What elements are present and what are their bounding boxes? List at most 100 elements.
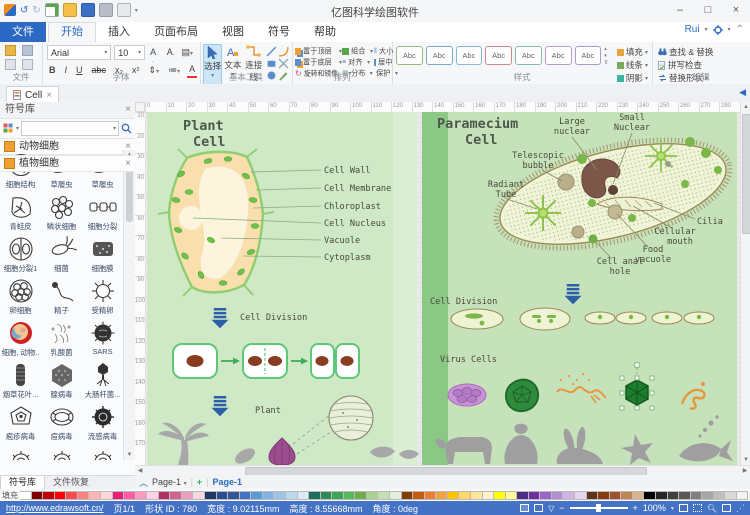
color-swatch[interactable] [528, 490, 541, 500]
symbol-squamous-cell[interactable]: 鳞状细胞 [41, 192, 82, 234]
symbol-sperm[interactable]: 精子 [41, 276, 82, 318]
symbol-phage[interactable]: 大肠杆菌... [82, 360, 123, 402]
color-swatch[interactable] [563, 490, 575, 500]
print-icon[interactable] [98, 3, 113, 17]
redo-button[interactable]: ↻ [32, 4, 41, 16]
color-swatch[interactable] [505, 490, 518, 500]
bold-button[interactable]: B [49, 65, 56, 75]
symbol-tobacco-mosaic[interactable]: 烟草花叶... [0, 360, 41, 402]
zoom-slider-thumb[interactable] [595, 504, 601, 512]
symbol-cell-membrane[interactable]: 细胞膜 [82, 234, 123, 276]
label-vacuole[interactable]: Vacuole [324, 236, 360, 246]
color-swatch[interactable] [366, 490, 379, 500]
onion-cells-microscope-view[interactable] [328, 395, 374, 441]
plant-division-cells[interactable] [172, 343, 360, 379]
color-swatch[interactable] [124, 490, 136, 500]
color-swatch[interactable] [343, 490, 356, 500]
zoom-slider[interactable] [569, 504, 628, 512]
symbol-cell-chain[interactable]: 细胞分裂 [82, 192, 123, 234]
distribute-button[interactable]: ▦ 分布 ▾ [342, 68, 373, 78]
color-swatch[interactable] [158, 490, 171, 500]
pen-tool-icon[interactable] [278, 70, 289, 81]
style-preset-4[interactable]: Abc [485, 46, 512, 65]
color-swatch[interactable] [31, 490, 44, 500]
style-preset-6[interactable]: Abc [544, 46, 572, 65]
color-swatch[interactable] [228, 490, 240, 500]
color-swatch[interactable] [621, 490, 633, 500]
animal-cells-panel-header[interactable]: 动物细胞 × [0, 139, 135, 155]
label-radiant-2[interactable]: Tube [496, 190, 517, 200]
style-preset-7[interactable]: Abc [574, 46, 602, 65]
label-cell-membrane[interactable]: Cell Membrane [324, 184, 391, 194]
line-spacing-button[interactable]: ⇕▾ [148, 65, 160, 75]
label-chloroplast[interactable]: Chloroplast [324, 202, 381, 212]
text-tool-button[interactable]: A 文本 ▾ [224, 47, 242, 78]
underline-button[interactable]: U [76, 65, 83, 75]
label-mouth-1[interactable]: Cellular [654, 227, 695, 237]
sidebar-scroll-thumb[interactable] [126, 162, 133, 222]
select-tool-button[interactable]: 选择 ▾ [203, 44, 223, 90]
page-dropdown[interactable]: Page-1 ▾ [152, 477, 187, 487]
symbol-virus[interactable] [41, 444, 82, 460]
label-cell-nucleus[interactable]: Cell Nucleus [324, 219, 386, 229]
page-tab-active[interactable]: Page-1 [212, 477, 243, 487]
send-to-back-button[interactable]: 置于底层 ▾ [295, 56, 342, 68]
color-swatch[interactable] [100, 490, 113, 500]
color-swatch[interactable] [413, 490, 425, 500]
color-swatch[interactable] [20, 490, 32, 500]
color-swatch[interactable] [436, 490, 448, 500]
close-tab-icon[interactable]: × [46, 89, 53, 101]
selection-handles[interactable] [619, 375, 655, 411]
zoom-in-button[interactable]: + [632, 503, 638, 513]
format-painter-icon[interactable] [5, 45, 16, 56]
fill-button[interactable]: 填充 ▾ [616, 46, 648, 58]
replace-shape-button[interactable]: 替换形状 ▾ [658, 72, 744, 84]
radiant-tube-star[interactable] [524, 194, 562, 232]
color-swatch[interactable] [390, 490, 402, 500]
label-telescopic-2[interactable]: bubble [522, 161, 553, 171]
rotation-handle[interactable] [633, 361, 641, 369]
tab-file-recovery[interactable]: 文件恢复 [53, 477, 90, 487]
symbol-cell-division[interactable]: 细胞分裂1 [0, 234, 41, 276]
close-plant-cells-icon[interactable]: × [125, 158, 131, 169]
color-swatch[interactable] [320, 490, 333, 500]
label-cytoplasm[interactable]: Cytoplasm [324, 253, 371, 263]
label-small-nuclear-1[interactable]: Small [619, 113, 645, 123]
color-swatch[interactable] [112, 490, 125, 500]
library-menu-icon[interactable] [3, 123, 14, 134]
color-swatch[interactable] [424, 490, 437, 500]
symbol-herpes[interactable]: 疱疹病毒 [0, 402, 41, 444]
cut-icon[interactable] [22, 45, 33, 56]
label-large-nuclear-1[interactable]: Large [559, 117, 585, 127]
color-swatch[interactable] [598, 490, 610, 500]
symbol-lactobacillus[interactable]: 乳酸菌 [41, 318, 82, 360]
color-swatch[interactable] [77, 490, 90, 500]
paramecium-body[interactable] [485, 119, 740, 268]
align-button[interactable]: ≡ 对齐 ▾ [342, 57, 371, 67]
plant-cell-title-line1[interactable]: Plant [183, 118, 224, 134]
color-swatch[interactable] [713, 490, 726, 500]
virus-shapes[interactable] [447, 372, 706, 413]
color-swatch[interactable] [205, 490, 217, 500]
style-preset-5[interactable]: Abc [515, 46, 542, 65]
tab-symbol-library[interactable]: 符号库 [0, 476, 46, 490]
user-account-button[interactable]: Rui [684, 24, 700, 35]
color-swatch[interactable] [274, 490, 286, 500]
maximize-button[interactable]: □ [704, 4, 712, 16]
tab-help[interactable]: 帮助 [314, 26, 336, 38]
font-family-combo[interactable]: Arial ▾ [47, 45, 112, 60]
vertical-scrollbar[interactable]: ▲ ▼ [740, 102, 750, 465]
color-swatch[interactable] [551, 490, 564, 500]
shadow-button[interactable]: 阴影 ▾ [616, 72, 648, 84]
virus-cells-label[interactable]: Virus Cells [440, 355, 497, 365]
scroll-right-icon[interactable]: ▶ [742, 468, 748, 474]
sidebar-scrollbar[interactable]: ▲ ▼ [123, 150, 135, 460]
zoom-level[interactable]: 100% [642, 503, 666, 513]
fit-window-icon[interactable] [678, 504, 688, 512]
color-swatch[interactable] [517, 490, 529, 500]
color-swatch[interactable] [216, 490, 229, 500]
resize-grip[interactable]: ⋰ [736, 502, 745, 513]
collapse-panel-icon[interactable]: ◀ [739, 87, 746, 97]
color-swatch[interactable] [679, 490, 691, 500]
save-icon[interactable] [80, 3, 95, 17]
